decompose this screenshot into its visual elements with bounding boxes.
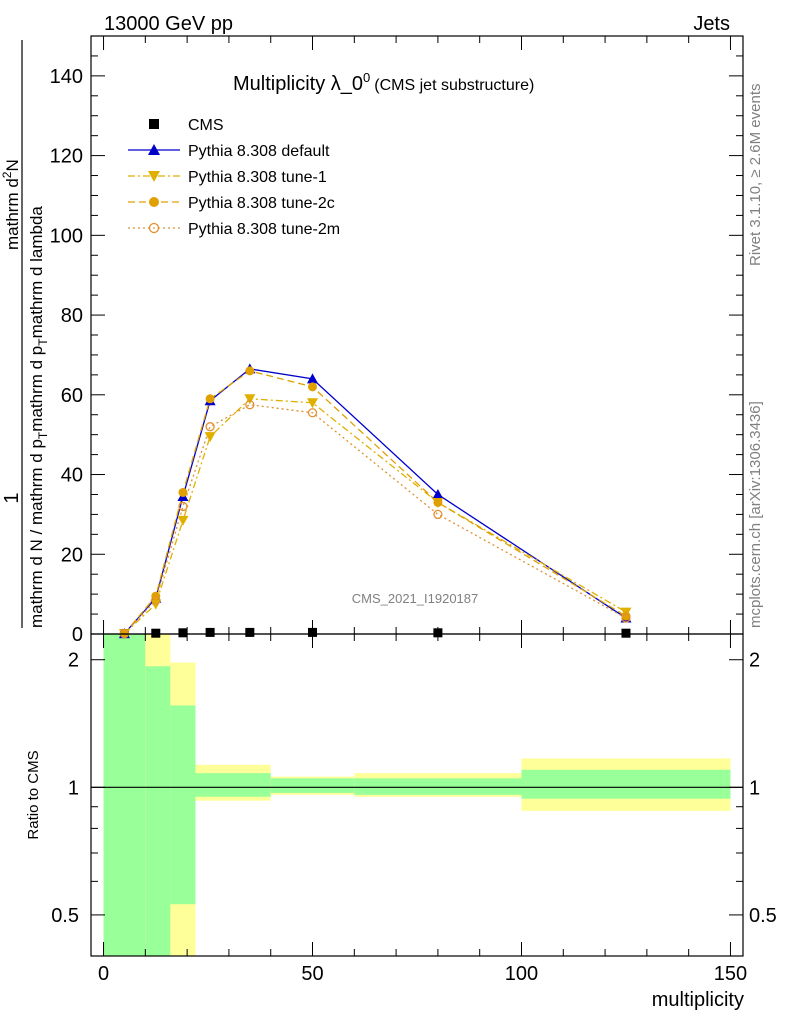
series-4-point — [245, 400, 255, 410]
ratio-band-green-2 — [170, 705, 196, 905]
legend-label-0: CMS — [188, 117, 224, 134]
ratio-band-green-0 — [103, 634, 146, 956]
ratio-ytick-label-right: 0.5 — [749, 905, 777, 927]
series-3-point — [205, 394, 215, 404]
legend-label-2: Pythia 8.308 tune-1 — [188, 169, 327, 186]
series-0-point — [621, 628, 631, 638]
series-0-point — [308, 627, 318, 637]
ratio-xtick-label: 150 — [714, 963, 747, 985]
series-1-point — [307, 373, 319, 384]
series-4-point — [151, 595, 161, 605]
mcplots-label: mcplots.cern.ch [arXiv:1306.3436] — [747, 401, 764, 628]
main-axis-ticks: 0 20 40 60 80 100 120 140 — [50, 35, 743, 646]
main-ytick-label: 80 — [61, 305, 83, 327]
ylabel-numerator: 1 — [1, 492, 23, 503]
ratio-band-green-5 — [354, 778, 522, 795]
legend-label-1: Pythia 8.308 default — [188, 143, 330, 160]
ratio-ytick-label-left: 1 — [68, 777, 79, 799]
series-2-point — [204, 432, 216, 443]
series-3-point — [308, 382, 318, 392]
ratio-xtick-label: 100 — [505, 963, 538, 985]
series-3-point — [245, 366, 255, 376]
legend-marker-1 — [148, 144, 160, 155]
x-axis-label: multiplicity — [652, 989, 744, 1011]
ratio-ytick-label-left: 0.5 — [51, 905, 79, 927]
header-right: Jets — [693, 13, 730, 35]
series-4-point — [433, 509, 443, 520]
main-ytick-label: 40 — [61, 465, 83, 487]
ratio-xtick-label: 50 — [301, 963, 323, 985]
chart-title: Multiplicity λ_00 (CMS jet substructure) — [233, 70, 534, 95]
series-3-point — [621, 611, 631, 621]
watermark: CMS_2021_I1920187 — [352, 591, 479, 606]
main-ytick-label: 0 — [72, 624, 83, 646]
series-0-point — [245, 627, 255, 637]
series-4-point — [178, 501, 188, 512]
series-line-4 — [123, 404, 627, 635]
series-line-2 — [123, 398, 627, 635]
series-2-point — [307, 398, 319, 409]
ratio-band-green-4 — [270, 778, 355, 793]
series-4-point — [205, 422, 215, 432]
main-ytick-label: 120 — [50, 146, 83, 168]
ylabel-denominator: mathrm d N / mathrm d pTmathrm d pTmathr… — [27, 206, 50, 628]
legend-marker-4 — [148, 222, 160, 234]
series-2-point — [177, 515, 189, 526]
series-1-point — [432, 488, 444, 499]
legend: CMS Pythia 8.308 default Pythia 8.308 tune… — [128, 117, 340, 238]
series-0-point — [151, 628, 161, 638]
legend-label-3: Pythia 8.308 tune-2c — [188, 195, 335, 212]
series-0-point — [178, 628, 188, 638]
ratio-ytick-label-left: 2 — [68, 650, 79, 672]
ratio-band-green-6 — [521, 769, 731, 799]
main-ytick-label: 100 — [50, 225, 83, 247]
ratio-bands — [91, 634, 743, 956]
series-4-point — [621, 613, 631, 623]
ratio-ytick-label-right: 1 — [749, 777, 760, 799]
series-0-point — [205, 627, 215, 637]
ratio-axis-ticks: 0.5 0.5 1 1 2 2 0 50 100 150 — [51, 634, 777, 985]
main-ytick-label: 140 — [50, 66, 83, 88]
main-ytick-label: 60 — [61, 385, 83, 407]
legend-marker-3 — [149, 197, 159, 207]
legend-marker-0 — [149, 119, 159, 129]
series-line-3 — [123, 370, 627, 635]
legend-marker-2 — [148, 171, 160, 182]
main-y-axis-label: 1 mathrm d N / mathrm d pTmathrm d pTmat… — [0, 40, 50, 628]
ylabel-expression: mathrm d2N — [0, 159, 22, 250]
rivet-label: Rivet 3.1.10, ≥ 2.6M events — [747, 84, 764, 267]
ratio-xtick-label: 0 — [98, 963, 109, 985]
ratio-panel-frame — [90, 633, 744, 957]
ratio-ytick-label-right: 2 — [749, 650, 760, 672]
series-lines — [123, 368, 627, 635]
series-3-point — [178, 487, 188, 497]
ratio-band-green-3 — [195, 773, 271, 797]
main-ytick-label: 20 — [61, 544, 83, 566]
series-0-point — [433, 628, 443, 638]
series-4-point — [307, 408, 318, 418]
series-3-point — [433, 497, 443, 507]
ratio-band-green-1 — [145, 666, 171, 956]
header-left: 13000 GeV pp — [104, 13, 233, 35]
ratio-y-axis-label: Ratio to CMS — [25, 750, 42, 839]
series-2-point — [244, 394, 256, 405]
legend-label-4: Pythia 8.308 tune-2m — [188, 221, 340, 238]
